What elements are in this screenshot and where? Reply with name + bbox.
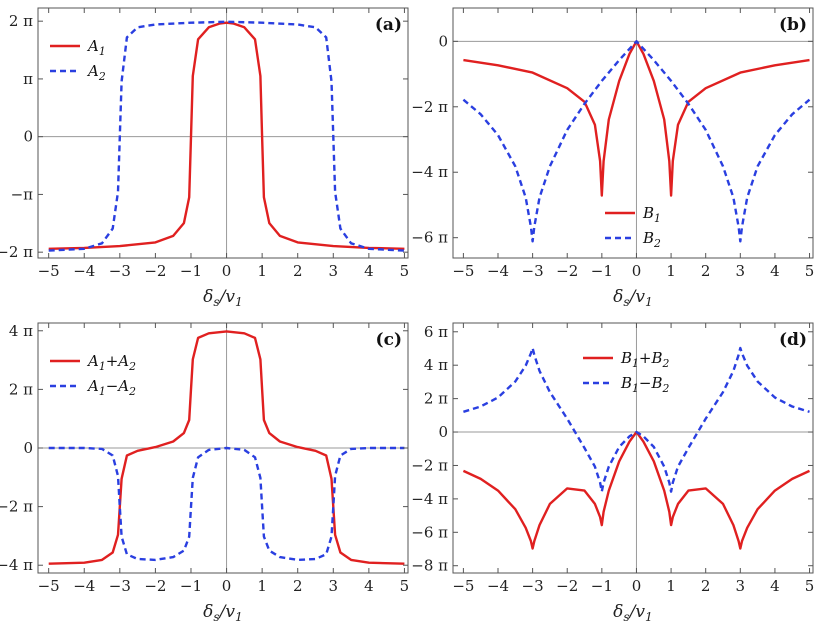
y-tick-label: 0 xyxy=(23,439,33,457)
y-tick-label: 2 π xyxy=(424,390,448,408)
y-tick-label: 2 π xyxy=(9,12,33,30)
x-tick-label: −2 xyxy=(556,262,578,280)
panel-label: (c) xyxy=(376,330,402,350)
x-tick-label: −4 xyxy=(487,577,509,595)
legend-label: B2 xyxy=(642,229,661,250)
x-axis-label: δs/v1 xyxy=(203,602,243,624)
x-tick-label: −5 xyxy=(38,577,60,595)
x-tick-label: −2 xyxy=(144,262,166,280)
x-tick-label: 3 xyxy=(736,262,746,280)
x-tick-label: 5 xyxy=(805,577,815,595)
y-tick-label: 4 π xyxy=(9,322,33,340)
x-tick-label: 2 xyxy=(701,262,711,280)
y-tick-label: −2 π xyxy=(411,98,448,116)
x-tick-label: −5 xyxy=(452,262,474,280)
series-line-1 xyxy=(48,21,405,250)
panel-b: −5 −4 −3 −2 −1 0 1 2 3 4 5 0 −2 π −4 π −6 π δs/v1 (b) B1 B… xyxy=(411,7,815,309)
y-tick-label: 0 xyxy=(438,423,448,441)
x-tick-label: 2 xyxy=(293,577,303,595)
x-tick-label: −5 xyxy=(452,577,474,595)
x-tick-label: 0 xyxy=(632,262,642,280)
x-tick-label: 2 xyxy=(293,262,303,280)
legend-label: A1+A2 xyxy=(86,352,136,373)
x-tick-label: −1 xyxy=(180,262,202,280)
series-line-1 xyxy=(48,330,405,565)
x-tick-label: 2 xyxy=(701,577,711,595)
y-tick-label: −8 π xyxy=(411,557,448,575)
x-tick-label: 0 xyxy=(632,577,642,595)
x-tick-label: −3 xyxy=(109,262,131,280)
series-line-2 xyxy=(48,446,405,562)
x-tick-label: 1 xyxy=(257,577,267,595)
y-tick-label: 0 xyxy=(438,32,448,50)
panel-a: −5 −4 −3 −2 −1 0 1 2 3 4 5 2 π π 0 −π −2 π δs/v1 (a) A1 A2 xyxy=(0,7,410,309)
x-tick-label: 5 xyxy=(400,262,410,280)
panel-label: (d) xyxy=(779,330,807,350)
y-tick-label: 6 π xyxy=(424,323,448,341)
y-tick-label: 0 xyxy=(23,128,33,146)
x-tick-label: 5 xyxy=(805,262,815,280)
plot-frame xyxy=(452,322,814,574)
x-tick-label: −3 xyxy=(522,577,544,595)
panel-label: (b) xyxy=(779,15,807,35)
legend-label: B1+B2 xyxy=(620,349,670,370)
x-tick-label: 5 xyxy=(400,577,410,595)
legend-label: B1−B2 xyxy=(620,374,670,395)
legend-label: A2 xyxy=(86,62,106,83)
x-tick-label: −5 xyxy=(38,262,60,280)
x-tick-label: 1 xyxy=(666,262,676,280)
x-tick-label: 3 xyxy=(736,577,746,595)
y-tick-label: −4 π xyxy=(411,490,448,508)
x-tick-label: 4 xyxy=(770,262,780,280)
x-tick-label: −1 xyxy=(591,262,613,280)
x-tick-label: −2 xyxy=(556,577,578,595)
x-axis-label: δs/v1 xyxy=(203,287,243,309)
legend-label: A1 xyxy=(86,37,106,58)
y-tick-label: 4 π xyxy=(424,356,448,374)
y-tick-label: 2 π xyxy=(9,380,33,398)
y-tick-label: −π xyxy=(11,185,34,203)
x-tick-label: −3 xyxy=(109,577,131,595)
panel-d: −5 −4 −3 −2 −1 0 1 2 3 4 5 6 π 4 π 2 π 0 −2 π −4 π −6 π −8… xyxy=(411,322,815,624)
x-tick-label: 0 xyxy=(222,262,232,280)
legend-label: A1−A2 xyxy=(86,377,136,398)
y-tick-label: −2 π xyxy=(411,456,448,474)
x-tick-label: 1 xyxy=(257,262,267,280)
x-tick-label: −1 xyxy=(591,577,613,595)
legend-label: B1 xyxy=(642,204,661,225)
panel-label: (a) xyxy=(375,15,402,35)
y-tick-label: −4 π xyxy=(411,163,448,181)
x-tick-label: 4 xyxy=(364,262,374,280)
x-tick-label: 4 xyxy=(364,577,374,595)
y-tick-label: −2 π xyxy=(0,498,33,516)
x-axis-label: δs/v1 xyxy=(613,287,653,309)
x-tick-label: −3 xyxy=(522,262,544,280)
x-tick-label: 3 xyxy=(329,262,339,280)
y-tick-label: π xyxy=(23,70,33,88)
y-tick-label: −4 π xyxy=(0,556,33,574)
x-tick-label: −4 xyxy=(73,577,95,595)
plot-frame xyxy=(37,7,409,259)
y-tick-label: −2 π xyxy=(0,243,33,261)
series-line-2 xyxy=(463,346,810,493)
x-tick-label: −4 xyxy=(487,262,509,280)
series-line-2 xyxy=(462,40,811,243)
y-tick-label: −6 π xyxy=(411,523,448,541)
x-tick-label: 3 xyxy=(329,577,339,595)
panel-c: −5 −4 −3 −2 −1 0 1 2 3 4 5 4 π 2 π 0 −2 π −4 π δs/v1 (c) A… xyxy=(0,322,409,624)
x-axis-label: δs/v1 xyxy=(613,602,653,624)
x-tick-label: 4 xyxy=(770,577,780,595)
x-tick-label: −2 xyxy=(144,577,166,595)
y-tick-label: −6 π xyxy=(411,229,448,247)
x-tick-label: 1 xyxy=(666,577,676,595)
plot-frame xyxy=(452,7,814,259)
x-tick-label: −1 xyxy=(180,577,202,595)
x-tick-label: −4 xyxy=(73,262,95,280)
x-tick-label: 0 xyxy=(222,577,232,595)
